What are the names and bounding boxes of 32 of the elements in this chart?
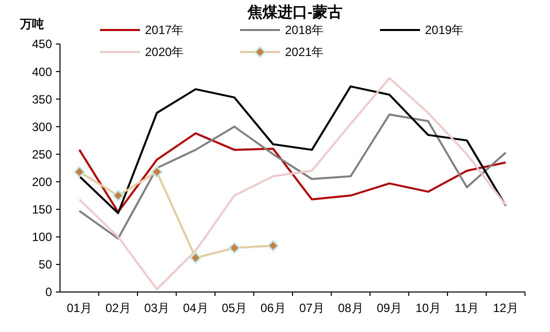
y-tick-label: 200	[32, 174, 52, 189]
line-series	[78, 77, 507, 290]
y-tick-label: 100	[32, 230, 52, 244]
legend-label: 2021年	[285, 45, 324, 60]
y-tick-label: 50	[38, 258, 52, 272]
chart-title: 焦煤进口-蒙古	[246, 4, 342, 21]
y-axis-title: 万吨	[19, 17, 44, 31]
legend-label: 2017年	[145, 23, 184, 38]
x-tick-label: 02月	[105, 301, 131, 315]
x-tick-label: 11月	[454, 301, 480, 315]
x-tick-label: 01月	[66, 301, 92, 315]
x-tick-label: 12月	[492, 301, 518, 315]
y-tick-label: 250	[32, 147, 52, 162]
x-tick-label: 04月	[182, 301, 208, 315]
y-tick-label: 300	[32, 120, 52, 134]
legend-label: 2020年	[145, 45, 184, 60]
y-tick-label: 150	[32, 202, 52, 217]
x-tick-label: 05月	[222, 301, 248, 315]
x-tick-label: 09月	[376, 301, 402, 315]
y-tick-label: 400	[32, 64, 52, 79]
line-series	[78, 114, 507, 240]
y-tick-label: 450	[32, 37, 52, 52]
legend-label: 2018年	[285, 23, 324, 38]
y-tick-label: 350	[32, 92, 52, 106]
x-tick-label: 06月	[260, 301, 286, 315]
line-series	[78, 132, 507, 214]
x-tick-label: 08月	[338, 301, 364, 315]
x-tick-label: 07月	[299, 301, 325, 315]
x-tick-label: 03月	[144, 301, 170, 315]
x-tick-label: 10月	[415, 301, 441, 315]
y-tick-label: 0	[45, 285, 52, 300]
legend-label: 2019年	[425, 23, 464, 38]
